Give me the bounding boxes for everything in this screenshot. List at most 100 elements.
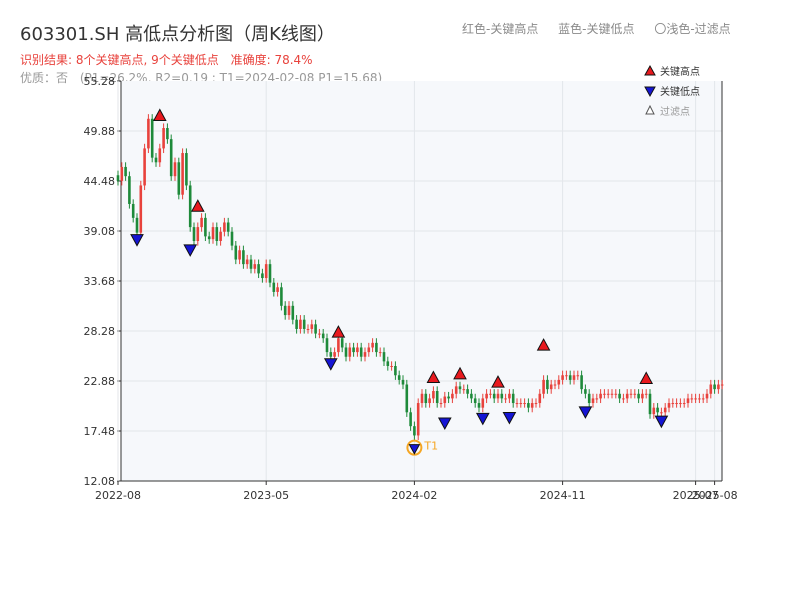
candle-body xyxy=(644,393,648,395)
candle-body xyxy=(215,227,219,241)
candle-body xyxy=(595,398,599,400)
key-low-marker xyxy=(437,417,452,431)
candle-body xyxy=(348,347,352,357)
candle-body xyxy=(147,118,150,149)
candle-body xyxy=(561,375,564,380)
candle-body xyxy=(660,412,663,414)
candle-body xyxy=(325,338,329,353)
candle-body xyxy=(473,398,477,404)
candle-body xyxy=(139,185,143,233)
y-tick-label: 49.88 xyxy=(84,125,116,138)
candle-body xyxy=(489,393,492,395)
candle-body xyxy=(515,403,519,405)
x-tick-label: 2025-07 xyxy=(673,489,719,502)
candle-body xyxy=(641,393,644,399)
candle-body xyxy=(211,227,215,240)
candle-body xyxy=(249,259,253,269)
candle-body xyxy=(169,139,173,177)
candle-body xyxy=(633,393,637,395)
candle-body xyxy=(466,389,469,394)
candle-body xyxy=(420,393,424,404)
key-low-marker xyxy=(130,234,144,247)
candle-body xyxy=(245,259,249,265)
key-high-marker xyxy=(491,375,505,388)
candle-body xyxy=(352,347,355,353)
candle-body xyxy=(188,185,192,228)
candle-body xyxy=(257,264,260,274)
candle-body xyxy=(652,407,656,415)
x-tick-label: 2024-11 xyxy=(540,489,586,502)
candle-body xyxy=(614,393,618,395)
candle-body xyxy=(390,366,393,367)
candle-body xyxy=(523,403,526,405)
candle-body xyxy=(253,264,257,269)
x-tick-label: 2023-05 xyxy=(243,489,289,502)
legend-red-text: 红色-关键高点 xyxy=(462,22,539,36)
candle-body xyxy=(337,338,340,353)
result-line: 识别结果: 8个关键高点, 9个关键低点 准确度: 78.4% xyxy=(20,51,313,68)
candle-body xyxy=(717,384,720,390)
candle-body xyxy=(416,403,420,436)
legend-light-text: 〇浅色-过滤点 xyxy=(654,22,731,36)
candle-body xyxy=(226,222,230,232)
candle-body xyxy=(219,231,222,241)
candle-body xyxy=(508,393,511,399)
candle-body xyxy=(470,393,473,399)
candle-body xyxy=(485,393,488,399)
candle-body xyxy=(701,398,705,400)
key-low-marker xyxy=(183,244,198,257)
candle-body xyxy=(443,396,447,404)
candle-body xyxy=(181,153,184,195)
candle-body xyxy=(401,379,405,385)
candle-body xyxy=(713,384,716,390)
candle-body xyxy=(504,398,507,400)
candle-body xyxy=(584,389,587,394)
key-high-marker xyxy=(536,338,551,351)
legend-filtered-icon xyxy=(645,104,655,115)
legend-low-label: 关键低点 xyxy=(660,85,700,98)
top-legend: 红色-关键高点 蓝色-关键低点 〇浅色-过滤点 xyxy=(462,20,747,37)
candle-body xyxy=(511,393,515,404)
candle-body xyxy=(314,324,317,334)
y-tick-label: 22.88 xyxy=(84,375,116,388)
legend-high-label: 关键高点 xyxy=(660,65,700,78)
candle-body xyxy=(705,393,709,399)
candle-body xyxy=(329,352,333,357)
candle-body xyxy=(409,412,412,427)
candle-body xyxy=(386,361,390,366)
candle-body xyxy=(234,245,238,260)
candle-body xyxy=(496,393,500,399)
key-low-marker xyxy=(654,415,669,429)
candle-body xyxy=(671,403,675,405)
key-high-marker xyxy=(639,371,654,384)
candle-body xyxy=(603,393,606,395)
candle-body xyxy=(622,398,625,400)
key-low-marker xyxy=(578,406,593,419)
key-low-marker xyxy=(323,358,338,371)
candle-body xyxy=(527,403,530,408)
candle-body xyxy=(283,305,287,316)
candle-body xyxy=(371,342,374,348)
candle-body xyxy=(568,375,572,380)
candle-body xyxy=(356,347,359,353)
candle-body xyxy=(196,227,200,241)
candle-body xyxy=(451,393,454,399)
candle-body xyxy=(158,148,162,163)
candle-body xyxy=(120,166,124,181)
candle-body xyxy=(606,393,610,395)
key-high-marker xyxy=(152,108,167,121)
candle-body xyxy=(405,384,409,413)
candle-body xyxy=(580,375,583,390)
candle-body xyxy=(204,217,207,237)
candle-body xyxy=(397,375,401,380)
candle-body xyxy=(720,384,724,386)
candle-body xyxy=(340,338,344,348)
candle-body xyxy=(238,250,241,260)
y-tick-label: 39.08 xyxy=(84,225,116,238)
candle-body xyxy=(223,222,226,232)
candle-body xyxy=(363,352,367,357)
chart-title: 603301.SH 高低点分析图（周K线图） xyxy=(20,24,335,45)
candle-body xyxy=(261,273,264,279)
candle-body xyxy=(150,118,154,158)
candle-body xyxy=(177,162,181,195)
